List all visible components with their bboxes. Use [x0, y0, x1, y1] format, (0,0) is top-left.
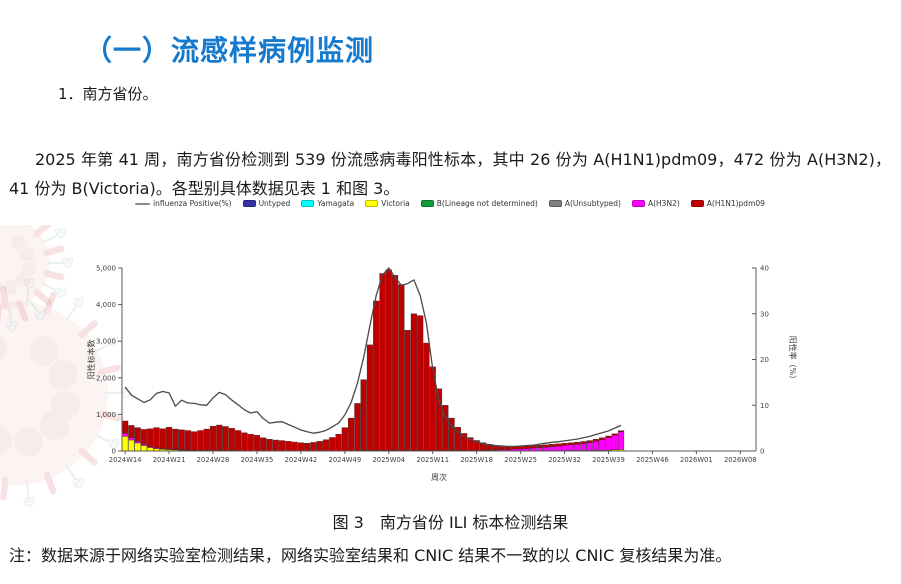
legend-item: Yamagata	[301, 199, 354, 208]
x-tick-label: 2024W35	[241, 456, 274, 464]
legend-item: Untyped	[242, 199, 291, 208]
x-tick-label: 2024W14	[109, 456, 142, 464]
axes	[118, 267, 757, 454]
x-tick-label: 2025W18	[460, 456, 493, 464]
y-axis-left-title: 阳性标本数	[86, 340, 96, 380]
y-axis-right-title: 阳性率（%）	[788, 336, 798, 384]
y-left-tick-label: 3,000	[96, 338, 116, 346]
legend-swatch-icon	[365, 200, 379, 207]
x-tick-label: 2024W42	[285, 456, 318, 464]
positive-rate-line	[124, 267, 622, 448]
x-tick-label: 2025W39	[592, 456, 625, 464]
legend-swatch-icon	[690, 200, 704, 207]
y-right-tick-label: 20	[760, 356, 769, 364]
legend-swatch-icon	[301, 200, 315, 207]
virus-watermark	[0, 225, 132, 507]
legend-item: A(Unsubtyped)	[548, 199, 621, 208]
legend-swatch-icon	[135, 202, 151, 205]
chart-legend: influenza Positive(%) Untyped Yamagata Vict…	[110, 199, 790, 208]
virus-watermark-icon	[0, 278, 132, 507]
body-paragraph: 2025 年第 41 周，南方省份检测到 539 份流感病毒阳性标本，其中 26…	[9, 150, 891, 198]
note-text: 注：数据来源于网络实验室检测结果，网络实验室结果和 CNIC 结果不一致的以 C…	[9, 546, 732, 565]
ili-chart-svg: 0 1,000 2,000 3,000 4,000 5,000 0 10 20 30 40 2024W…	[86, 265, 798, 483]
legend-item: A(H3N2)	[631, 199, 680, 208]
legend-item: B(Lineage not determined)	[420, 199, 538, 208]
legend-item: influenza Positive(%)	[135, 199, 232, 208]
x-tick-label: 2026W08	[724, 456, 757, 464]
x-tick-label: 2024W28	[197, 456, 230, 464]
x-tick-label: 2025W46	[636, 456, 669, 464]
legend-label: A(H3N2)	[647, 199, 680, 208]
x-tick-label: 2025W04	[372, 456, 405, 464]
x-axis-title: 周次	[431, 472, 447, 482]
x-tick-label: 2025W25	[504, 456, 537, 464]
list-item-south-provinces: 1．南方省份。	[58, 85, 158, 103]
y-right-tick-label: 40	[760, 265, 769, 273]
legend-label: Yamagata	[317, 199, 355, 208]
y-right-tick-label: 0	[760, 448, 764, 456]
x-tick-label: 2025W32	[548, 456, 581, 464]
legend-item: Victoria	[365, 199, 410, 208]
x-tick-label: 2024W21	[153, 456, 186, 464]
legend-swatch-icon	[242, 200, 256, 207]
legend-swatch-icon	[548, 200, 562, 207]
legend-swatch-icon	[631, 200, 645, 207]
legend-label: Victoria	[381, 199, 410, 208]
y-left-tick-label: 4,000	[96, 301, 116, 309]
x-tick-label: 2024W49	[329, 456, 362, 464]
legend-label: Untyped	[258, 199, 291, 208]
y-right-tick-label: 10	[760, 402, 769, 410]
x-tick-label: 2025W11	[416, 456, 449, 464]
y-right-tick-label: 30	[760, 310, 769, 318]
x-tick-label: 2026W01	[680, 456, 713, 464]
legend-label: influenza Positive(%)	[153, 199, 232, 208]
legend-item: A(H1N1)pdm09	[690, 199, 765, 208]
y-left-tick-label: 5,000	[96, 265, 116, 273]
virus-watermark-icon	[0, 225, 74, 332]
stacked-bars	[122, 269, 625, 452]
y-left-tick-label: 0	[112, 448, 116, 456]
section-heading: （一）流感样病例监测	[84, 33, 375, 67]
y-left-tick-label: 1,000	[96, 411, 116, 419]
legend-swatch-icon	[420, 200, 434, 207]
y-left-tick-label: 2,000	[96, 374, 116, 382]
legend-label: A(H1N1)pdm09	[706, 199, 765, 208]
legend-label: B(Lineage not determined)	[436, 199, 538, 208]
legend-label: A(Unsubtyped)	[564, 199, 621, 208]
figure-caption: 图 3 南方省份 ILI 标本检测结果	[332, 513, 569, 532]
